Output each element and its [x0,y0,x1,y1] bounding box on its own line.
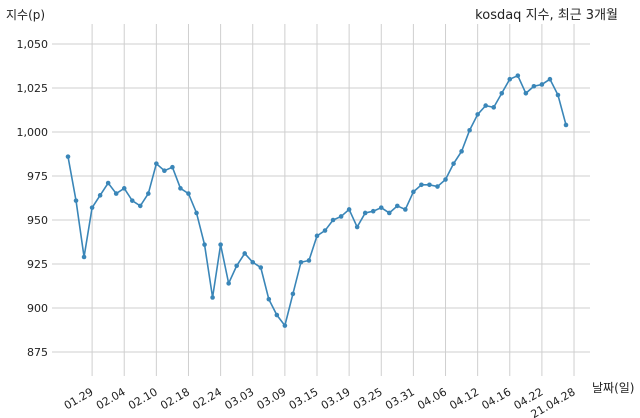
data-point [435,184,440,189]
x-tick-label: 03.31 [383,385,417,412]
data-points [65,73,569,328]
x-tick-label: 03.25 [351,385,385,412]
y-tick-label: 875 [27,346,48,359]
gridlines [52,24,590,376]
data-point [491,105,497,110]
data-point [427,182,432,188]
data-point [282,323,288,328]
data-point [507,76,513,82]
data-point [563,122,569,128]
y-tick-label: 1,025 [17,82,49,95]
x-tick-label: 02.24 [190,385,224,412]
data-point [362,210,368,216]
data-point [121,186,127,191]
data-point [547,76,553,82]
x-tick-label: 02.10 [126,385,160,412]
data-point [322,228,328,233]
data-point [218,242,223,247]
data-point [539,82,545,87]
y-tick-labels: 875 900 925 950 975 1,000 1,025 1,050 [17,38,49,359]
y-tick-label: 975 [27,170,48,183]
data-point [419,182,424,188]
x-tick-label: 04.16 [479,385,513,412]
data-point [395,203,400,209]
data-point [314,233,320,239]
data-point [162,168,167,174]
data-point [65,154,71,159]
data-point [73,198,79,203]
x-tick-label: 04.06 [415,385,449,412]
data-point [242,251,248,256]
data-point [346,207,352,212]
data-point [146,191,151,196]
x-tick-label: 02.04 [94,385,128,412]
data-point [523,90,529,96]
data-point [386,210,392,216]
data-point [170,164,175,170]
data-point [186,191,191,196]
data-point [266,296,272,302]
x-tick-label: 03.03 [222,385,256,412]
data-point [298,259,304,265]
data-point [459,149,464,154]
data-point [154,161,159,166]
y-tick-label: 950 [27,214,48,227]
x-axis-label: 날짜(일) [592,381,634,395]
data-point [210,295,215,300]
data-point [370,208,376,214]
x-tick-label: 03.09 [255,385,289,412]
x-tick-label: 03.15 [287,385,321,412]
data-point [306,258,312,263]
data-point [378,205,384,210]
data-point [443,177,448,182]
y-tick-label: 1,000 [17,126,49,139]
data-point [475,112,480,117]
data-point [354,224,360,230]
data-point [234,263,239,269]
data-point [330,217,336,223]
data-point [178,186,183,191]
chart-title: kosdaq 지수, 최근 3개월 [475,8,618,23]
data-point [515,73,521,78]
data-point [274,312,280,318]
x-tick-label: 01.29 [62,385,96,412]
data-point [113,191,119,196]
y-tick-label: 1,050 [17,38,49,51]
data-point [258,265,264,270]
y-tick-label: 925 [27,258,48,271]
data-point [129,198,135,203]
data-point [202,242,207,247]
data-point [137,203,143,209]
y-axis-label: 지수(p) [6,8,45,22]
data-point [290,291,296,297]
data-point [81,254,87,260]
data-point [531,83,537,89]
data-point [451,161,456,166]
data-point [403,207,408,212]
x-tick-labels: 01.2902.0402.1002.1802.2403.0303.0903.15… [62,385,578,418]
data-point [411,189,416,195]
data-point [194,210,199,216]
data-point [338,214,344,219]
data-point [89,205,95,210]
x-tick-label: 03.19 [319,385,353,412]
data-point [555,92,561,98]
data-point [499,90,505,96]
data-point [226,281,231,286]
data-point [97,193,103,198]
x-tick-label: 04.12 [447,385,481,412]
data-point [250,259,256,265]
data-point [467,127,472,133]
data-point [105,180,111,186]
data-point [483,103,488,108]
x-tick-label: 02.18 [158,385,192,412]
y-tick-label: 900 [27,302,48,315]
